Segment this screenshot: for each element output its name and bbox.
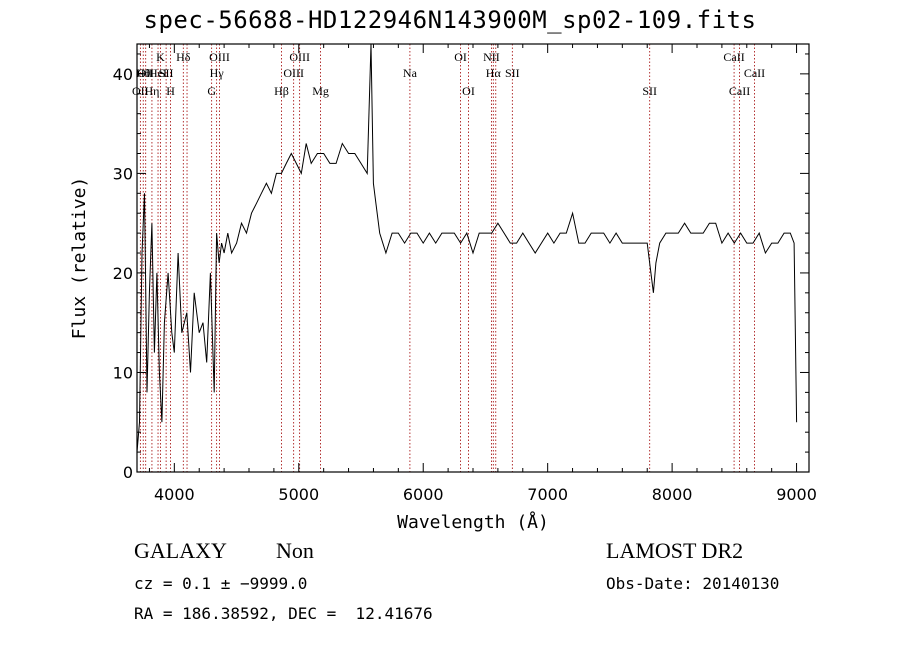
x-tick-label: 6000 [403,485,444,504]
line-marker-label: K [156,50,165,64]
obs-date: Obs-Date: 20140130 [606,574,780,593]
y-axis-label: Flux (relative) [69,177,90,340]
line-marker-label: OIII [209,50,230,64]
ra-dec: RA = 186.38592, DEC = 12.41676 [134,604,433,623]
emission-line-labels: OIIHθOIIHηHeIKSIIHHδGHγOIIIHβOIIIOIIIMgN… [132,50,765,98]
line-marker-label: OI [462,84,475,98]
line-marker-label: Hγ [210,66,225,80]
x-tick-label: 4000 [154,485,195,504]
line-marker-label: H [166,84,175,98]
line-marker-label: Hθ [136,66,151,80]
emission-line-markers [139,44,755,472]
redshift-cz: cz = 0.1 ± −9999.0 [134,574,308,593]
survey-name: LAMOST DR2 [606,538,744,563]
x-tick-label: 9000 [776,485,817,504]
y-tick-label: 20 [113,264,133,283]
line-marker-label: G [207,84,216,98]
line-marker-label: SII [642,84,657,98]
line-marker-label: Hα [486,66,502,80]
line-marker-label: SII [505,66,520,80]
line-marker-label: Hβ [274,84,289,98]
plot-frame [136,43,810,473]
line-marker-label: Mg [312,84,329,98]
line-marker-label: Na [403,66,418,80]
y-tick-label: 10 [113,363,133,382]
y-tick-label: 0 [123,463,133,482]
line-marker-label: OII [137,66,154,80]
x-tick-label: 7000 [527,485,568,504]
line-marker-label: Hδ [176,50,191,64]
line-marker-label: Hη [144,84,159,98]
x-tick-label: 8000 [652,485,693,504]
line-marker-label: OII [132,84,149,98]
chart-title: spec-56688-HD122946N143900M_sp02-109.fit… [143,6,757,34]
line-marker-label: CaII [729,84,750,98]
spectrum-line [136,43,798,453]
x-tick-label: 5000 [278,485,319,504]
y-tick-label: 30 [113,164,133,183]
line-marker-label: OIII [283,66,304,80]
line-marker-label: CaII [744,66,765,80]
y-axis-ticks: 0 10 20 30 40 [113,53,809,482]
line-marker-label: CaII [723,50,744,64]
line-marker-label: OI [454,50,467,64]
object-class: GALAXY [134,538,227,563]
line-marker-label: NII [483,50,500,64]
x-axis-label: Wavelength (Å) [397,511,549,533]
line-marker-label: OIII [289,50,310,64]
y-tick-label: 40 [113,65,133,84]
object-subclass: Non [276,538,314,563]
line-marker-label: SII [159,66,174,80]
x-axis-ticks: 4000 5000 6000 7000 8000 9000 [148,44,817,504]
line-marker-label: HeI [149,66,167,80]
